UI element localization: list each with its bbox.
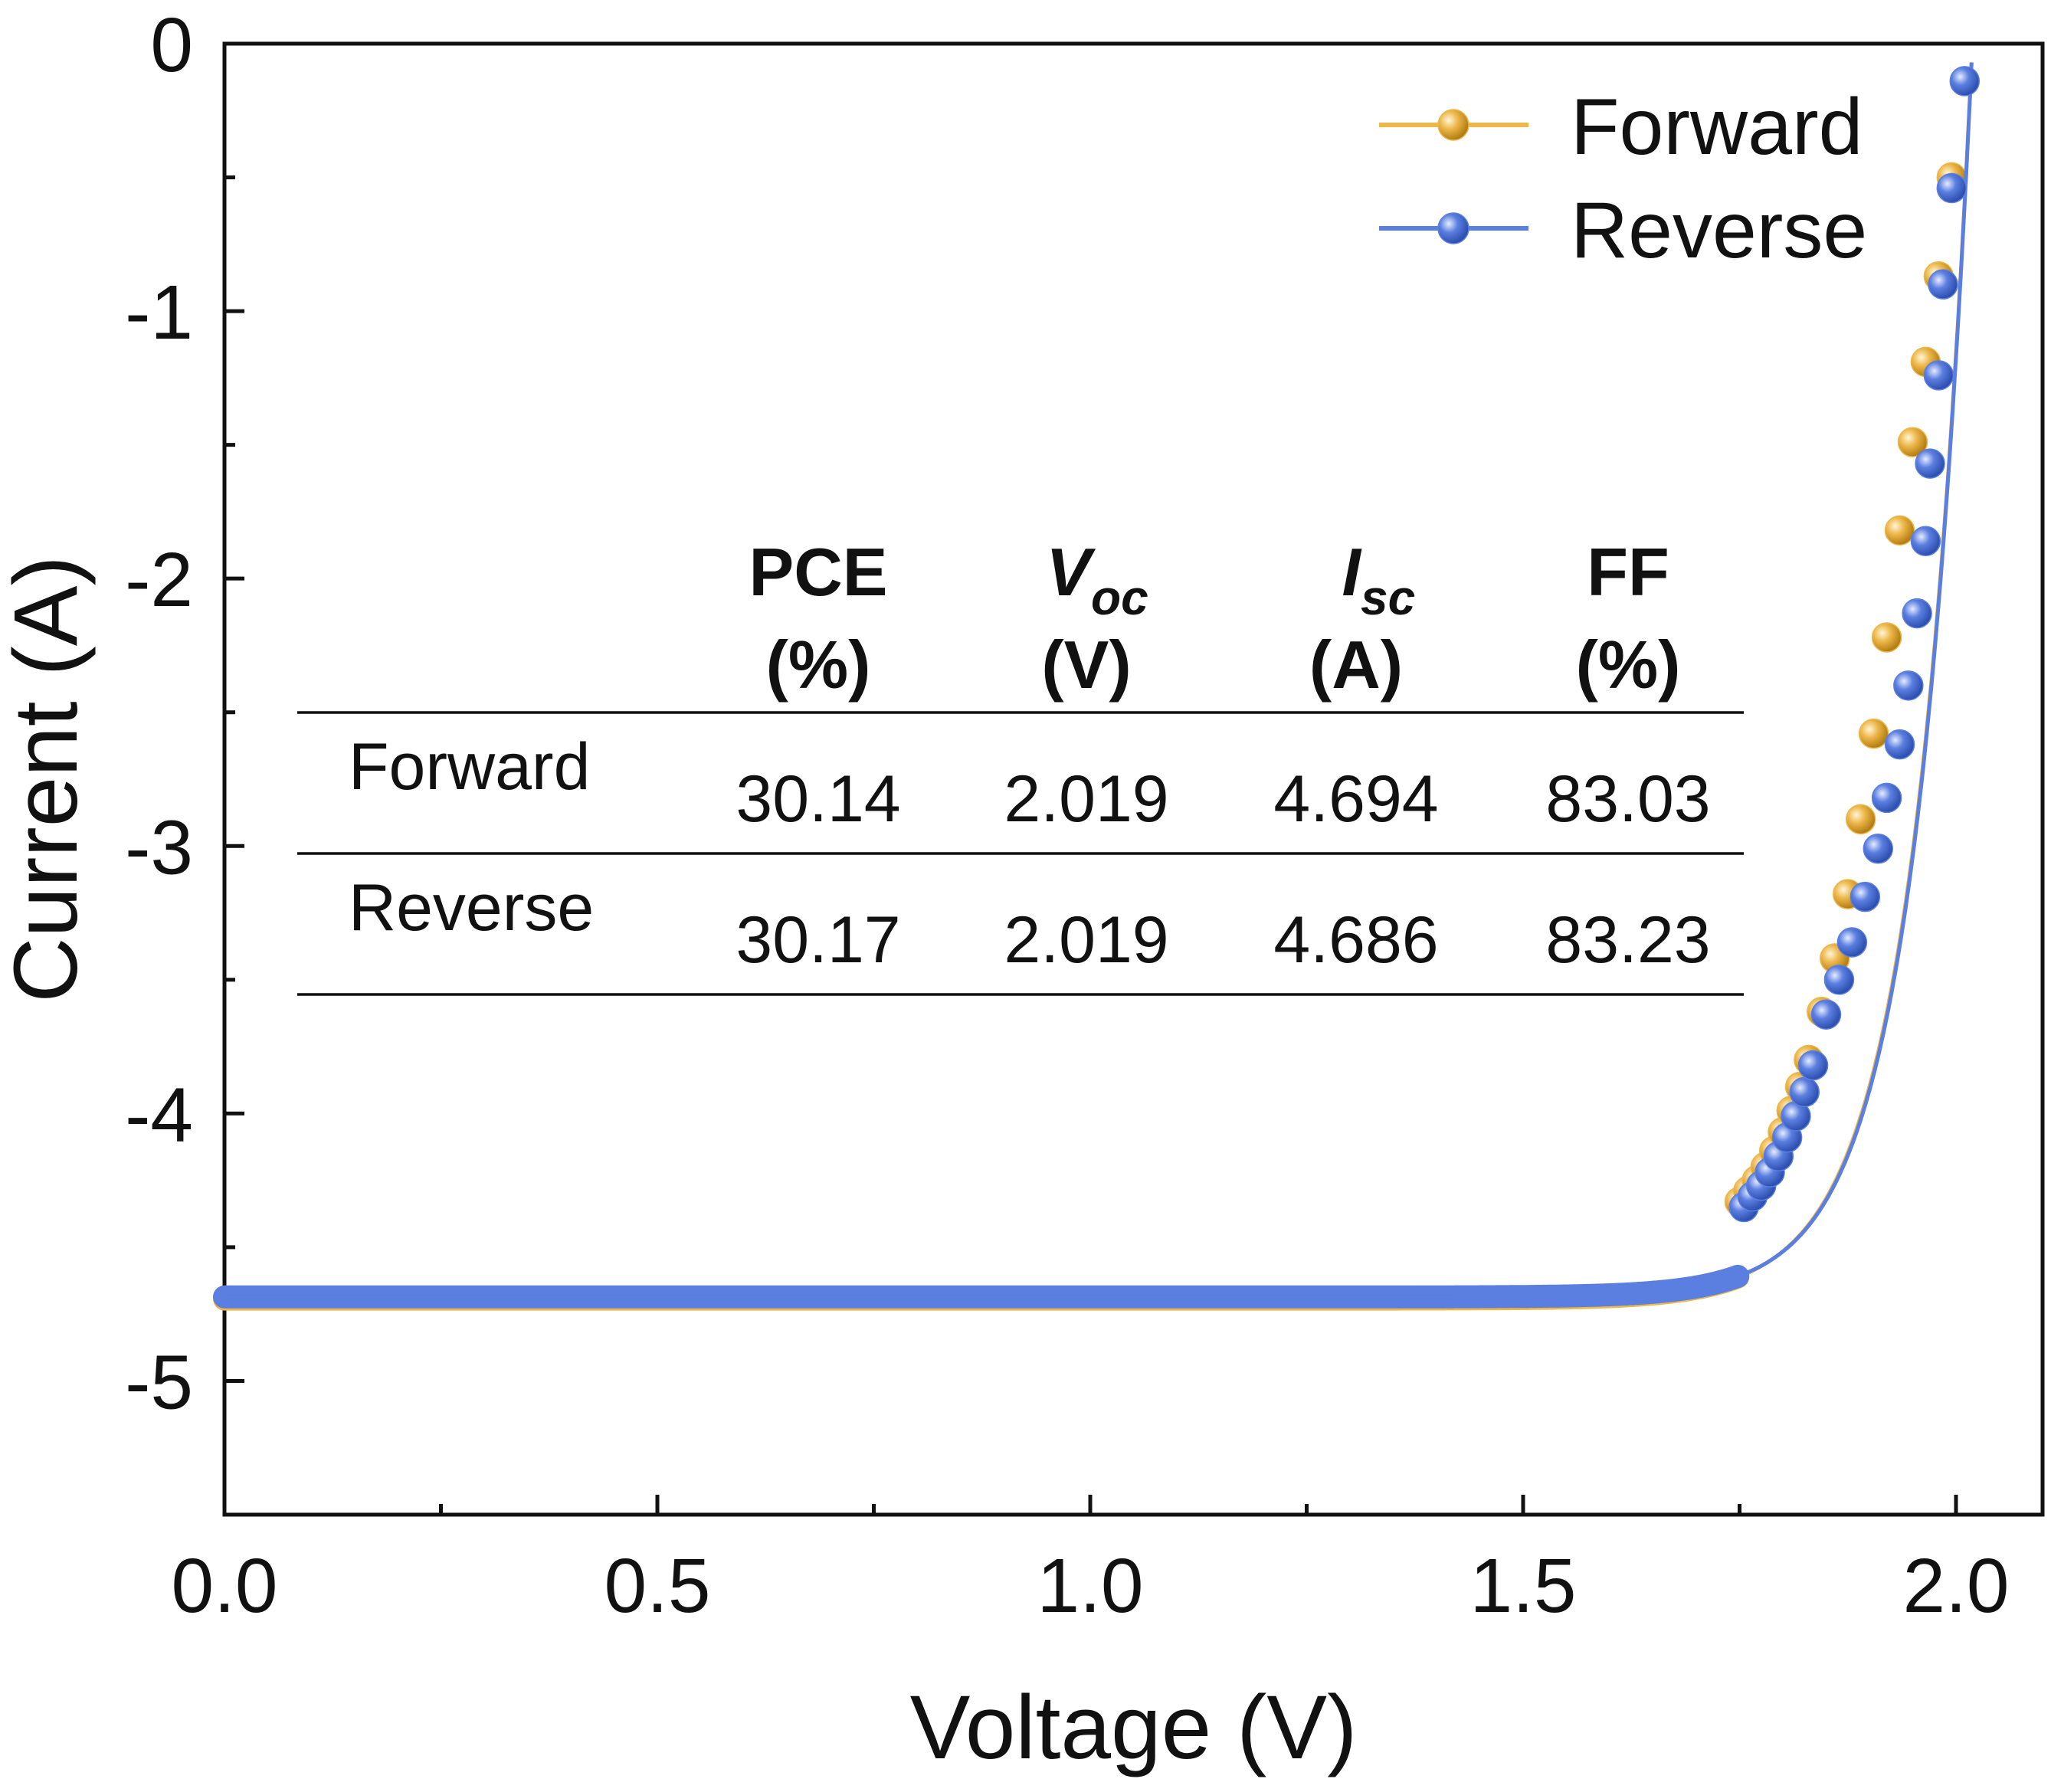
data-point <box>1910 526 1941 557</box>
legend-label: Forward <box>1571 83 1863 172</box>
legend-marker-reverse <box>1437 212 1469 244</box>
table-cell: 30.17 <box>736 903 900 977</box>
y-tick-label: -1 <box>125 270 193 355</box>
table-header-sub: sc <box>1361 570 1415 625</box>
data-point <box>1810 999 1842 1030</box>
data-point <box>1850 881 1881 912</box>
data-point <box>1858 718 1889 749</box>
table-row-label: Forward <box>349 730 590 804</box>
data-point <box>1789 1076 1820 1108</box>
data-point <box>1915 448 1945 479</box>
legend-label: Reverse <box>1571 186 1867 275</box>
table-header-unit: (%) <box>1576 627 1681 703</box>
data-point <box>1836 927 1868 958</box>
table-cell: 30.14 <box>736 762 900 836</box>
data-point <box>1884 515 1915 546</box>
y-tick-label: -4 <box>125 1072 193 1158</box>
table-header-main: I <box>1342 534 1362 610</box>
table-cell: 4.686 <box>1273 903 1438 977</box>
data-point <box>1871 782 1902 814</box>
table-header-unit: (%) <box>766 627 871 703</box>
inset-table: PCE (%) V oc(V) I sc(A) FF (%) Forward 30.14 2.019… <box>297 534 1744 996</box>
table-row-label: Reverse <box>349 871 594 945</box>
data-point <box>1871 622 1902 653</box>
y-axis-title: Current (A) <box>0 555 97 1003</box>
data-point <box>1923 360 1954 391</box>
data-point <box>1797 1050 1829 1081</box>
series-marker-band <box>213 1264 1750 1309</box>
data-point <box>1884 729 1915 760</box>
data-point <box>1863 834 1894 864</box>
data-point <box>1949 66 1981 97</box>
y-tick-label: -2 <box>125 537 193 623</box>
table-cell: 2.019 <box>1004 762 1168 836</box>
y-tick-label: -5 <box>125 1339 193 1425</box>
data-point <box>1928 269 1958 300</box>
table-header-sub: oc <box>1091 570 1148 625</box>
x-tick-label: 1.0 <box>1037 1543 1143 1629</box>
data-point <box>1893 670 1924 701</box>
data-point <box>1936 172 1967 204</box>
x-tick-label: 1.5 <box>1469 1543 1576 1629</box>
table-header-unit: (V) <box>1041 627 1131 703</box>
legend: Forward Reverse <box>1379 83 1867 275</box>
series-reverse <box>213 62 1981 1309</box>
x-tick-label: 0.0 <box>171 1543 277 1629</box>
table-header-unit: (A) <box>1309 627 1403 703</box>
data-point <box>1897 427 1928 457</box>
legend-marker-forward <box>1437 109 1469 141</box>
data-point <box>1823 965 1855 995</box>
table-cell: 4.694 <box>1273 762 1438 836</box>
x-tick-label: 2.0 <box>1902 1543 2009 1629</box>
table-header-main: PCE <box>749 534 888 610</box>
series-group <box>213 62 1981 1311</box>
series-line <box>224 62 1974 1299</box>
data-point <box>1902 598 1932 629</box>
table-header-main: V <box>1046 534 1096 610</box>
x-axis-title: Voltage (V) <box>910 1677 1358 1778</box>
table-header-main: FF <box>1587 534 1669 610</box>
table-cell: 2.019 <box>1004 903 1168 977</box>
data-point <box>1845 804 1876 835</box>
table-cell: 83.23 <box>1545 903 1710 977</box>
y-tick-label: 0 <box>150 2 193 88</box>
table-cell: 83.03 <box>1545 762 1710 836</box>
plot-frame <box>222 41 2045 1517</box>
y-tick-label: -3 <box>125 804 193 890</box>
x-tick-label: 0.5 <box>604 1543 710 1629</box>
